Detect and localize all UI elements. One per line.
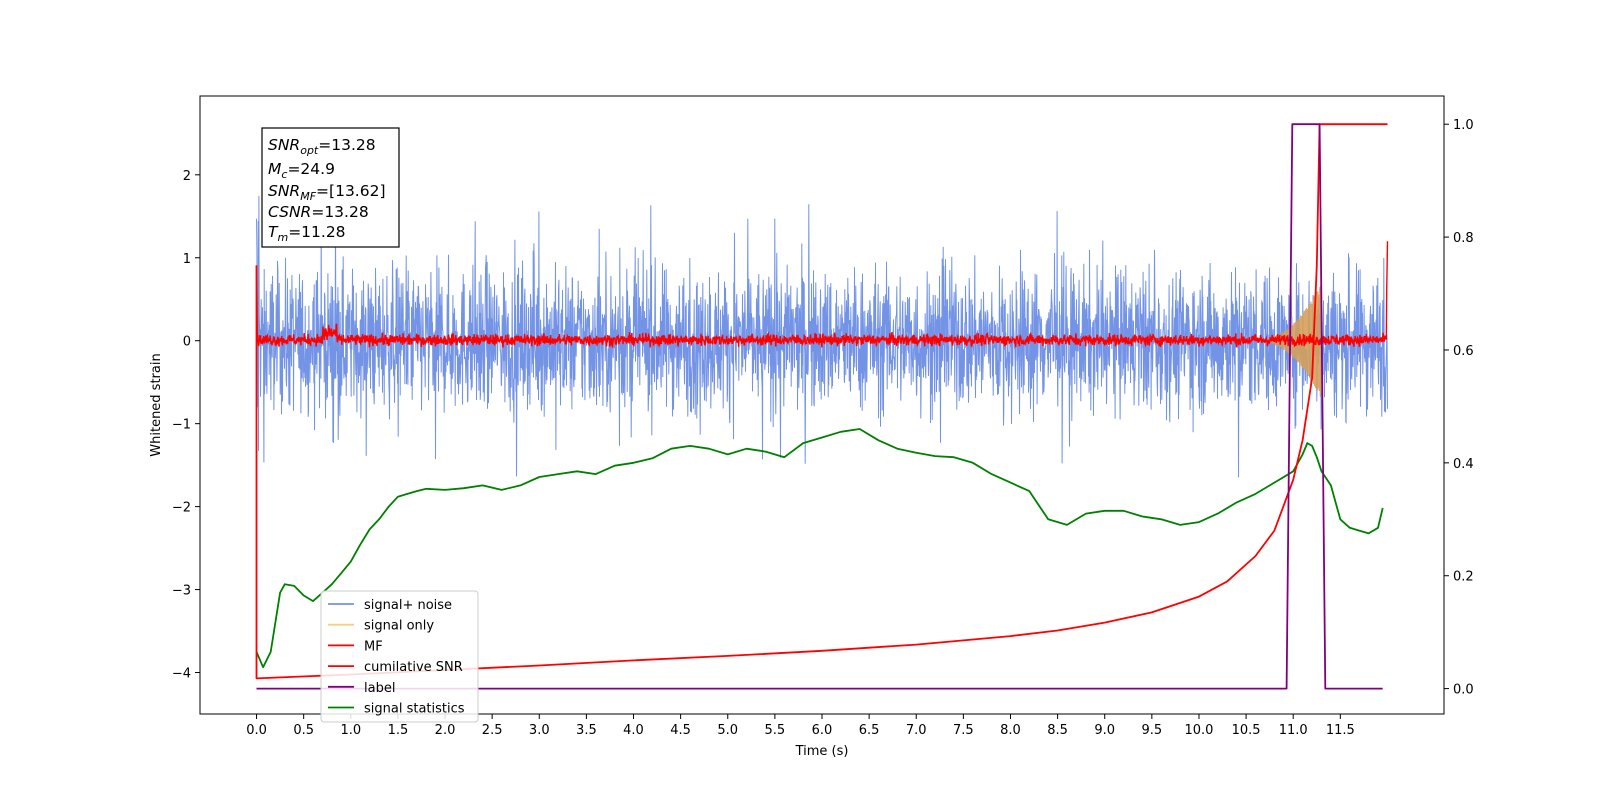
legend-label: label	[364, 681, 395, 696]
x-tick-label: 9.0	[1094, 723, 1115, 738]
legend-frame	[320, 590, 479, 723]
x-tick-label: 8.0	[1000, 723, 1021, 738]
annotation-merger-time: Tm=11.28	[268, 223, 346, 244]
y-axis-label: Whitened strain	[149, 353, 164, 456]
y-tick-label-right: 1.0	[1453, 118, 1474, 133]
legend-label: signal statistics	[364, 702, 465, 717]
legend-label: cumilative SNR	[364, 660, 463, 675]
x-tick-label: 8.5	[1047, 723, 1068, 738]
x-tick-label: 2.5	[482, 723, 503, 738]
annotation-box: SNRopt=13.28 Mc=24.9 SNRMF=[13.62] CSNR=…	[261, 127, 400, 248]
legend-label: signal+ noise	[364, 598, 452, 613]
legend-entries: signal+ noise signal only MF cumilative SNR…	[328, 598, 465, 717]
x-axis-label: Time (s)	[795, 744, 849, 759]
y-tick-label-left: −3	[172, 584, 191, 599]
y-tick-label-left: 1	[183, 252, 191, 267]
y-tick-label-right: 0.6	[1453, 344, 1474, 359]
series-signal-statistics	[255, 428, 1384, 669]
y-tick-label-left: −4	[172, 667, 191, 682]
x-tick-label: 3.0	[529, 723, 550, 738]
series-mf	[255, 241, 1389, 348]
y-tick-label-left: 0	[183, 335, 191, 350]
x-tick-label: 0.5	[293, 723, 314, 738]
ticks-layer: 0.0 0.5 1.0 1.5 2.0 2.5 3.0 3.5 4.0 4.5 5.0 5.5 6.0 6…	[172, 118, 1474, 738]
x-tick-label: 10.0	[1184, 723, 1213, 738]
x-tick-label: 11.0	[1279, 723, 1308, 738]
series-label	[256, 123, 1383, 690]
x-tick-label: 0.0	[246, 723, 267, 738]
series-layer	[255, 123, 1389, 690]
y-tick-label-right: 0.2	[1453, 570, 1474, 585]
x-tick-label: 6.0	[812, 723, 833, 738]
series-cumulative-snr	[255, 123, 1388, 680]
annotation-csnr: CSNR=13.28	[268, 203, 369, 221]
x-tick-label: 7.0	[906, 723, 927, 738]
legend-label: signal only	[364, 619, 434, 634]
x-tick-label: 4.0	[623, 723, 644, 738]
legend-label: MF	[364, 639, 383, 654]
annotation-chirp-mass: Mc=24.9	[268, 160, 335, 181]
x-tick-label: 9.5	[1142, 723, 1163, 738]
x-tick-label: 3.5	[576, 723, 597, 738]
annotation-frame	[261, 127, 400, 248]
y-tick-label-right: 0.8	[1453, 231, 1474, 246]
x-tick-label: 1.0	[340, 723, 361, 738]
annotation-snr-mf: SNRMF=[13.62]	[268, 182, 386, 203]
x-tick-label: 7.5	[953, 723, 974, 738]
x-tick-label: 5.0	[717, 723, 738, 738]
y-tick-label-right: 0.0	[1453, 683, 1474, 698]
x-tick-label: 1.5	[388, 723, 409, 738]
x-tick-label: 4.5	[670, 723, 691, 738]
y-tick-label-left: 2	[183, 169, 191, 184]
legend: signal+ noise signal only MF cumilative SNR…	[320, 590, 479, 723]
annotation-snr-opt: SNRopt=13.28	[268, 136, 376, 157]
x-tick-label: 11.5	[1326, 723, 1355, 738]
x-tick-label: 10.5	[1232, 723, 1261, 738]
x-tick-label: 5.5	[765, 723, 786, 738]
y-tick-label-right: 0.4	[1453, 457, 1474, 472]
x-tick-label: 6.5	[859, 723, 880, 738]
series-signal-noise	[256, 195, 1388, 478]
y-tick-label-left: −1	[172, 418, 191, 433]
x-tick-label: 2.0	[435, 723, 456, 738]
y-tick-label-left: −2	[172, 501, 191, 516]
